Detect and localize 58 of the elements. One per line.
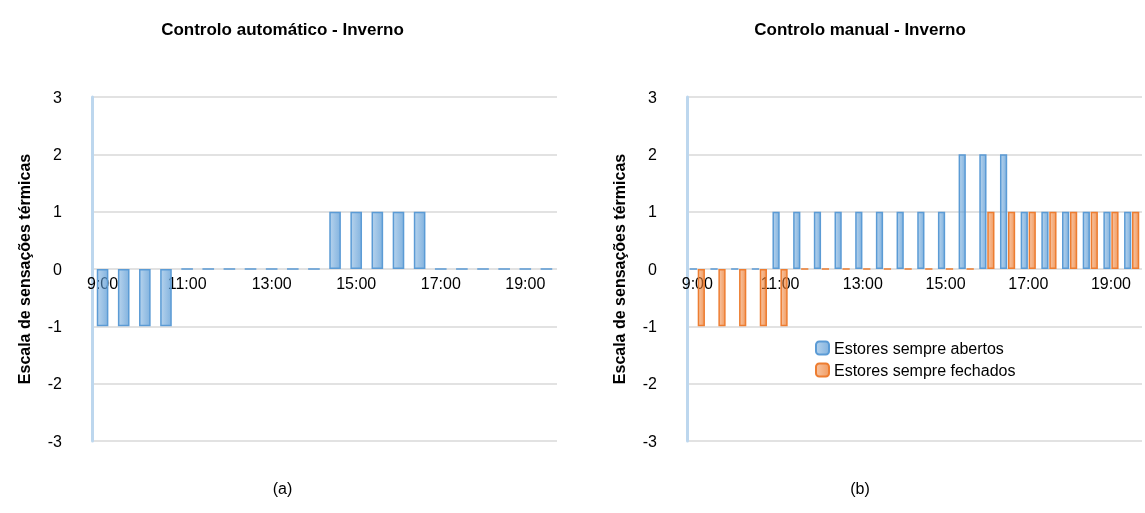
y-tick-label: -1 bbox=[642, 317, 658, 335]
y-tick-label: 2 bbox=[648, 145, 658, 163]
y-axis-title: Escala de sensações térmicas bbox=[610, 153, 628, 385]
text: (a) bbox=[272, 479, 293, 497]
x-tick-label: 19:00 bbox=[1090, 274, 1132, 292]
bar bbox=[917, 211, 925, 269]
bar bbox=[1041, 211, 1049, 269]
bar bbox=[813, 211, 822, 269]
y-tick-label: 0 bbox=[648, 260, 658, 278]
x-tick-label: 19:00 bbox=[505, 274, 546, 292]
bar bbox=[999, 154, 1008, 269]
bar bbox=[1020, 211, 1028, 269]
bar bbox=[875, 211, 884, 269]
bar bbox=[834, 211, 842, 269]
bar bbox=[958, 154, 966, 269]
y-tick-label: 1 bbox=[53, 203, 63, 221]
text: (b) bbox=[850, 479, 870, 497]
x-tick-label: 17:00 bbox=[1008, 274, 1049, 292]
y-tick-label: -3 bbox=[47, 432, 63, 450]
bar bbox=[1007, 211, 1016, 269]
legend-label: Estores sempre abertos bbox=[834, 339, 1004, 357]
bar bbox=[793, 211, 801, 269]
bar bbox=[739, 269, 747, 327]
bar bbox=[1069, 211, 1078, 269]
bar bbox=[979, 154, 987, 269]
bar bbox=[1111, 211, 1119, 269]
chart-title: Controlo manual - Inverno bbox=[754, 20, 966, 39]
bar bbox=[855, 211, 863, 269]
x-tick-label: 15:00 bbox=[925, 274, 966, 292]
y-axis-title: Escala de sensações térmicas bbox=[15, 153, 33, 385]
bar bbox=[772, 211, 780, 269]
y-tick-label: 0 bbox=[53, 260, 63, 278]
y-tick-label: 2 bbox=[53, 145, 63, 163]
chart-title: Controlo automático - Inverno bbox=[161, 20, 404, 39]
y-tick-label: -2 bbox=[642, 375, 658, 393]
bar bbox=[1132, 211, 1140, 269]
bar bbox=[896, 211, 904, 269]
x-tick-label: 13:00 bbox=[842, 274, 883, 292]
y-tick-label: 3 bbox=[648, 88, 658, 106]
x-tick-label: 13:00 bbox=[251, 274, 292, 292]
bar bbox=[1124, 211, 1132, 269]
bar bbox=[1062, 211, 1070, 269]
x-tick-label: 17:00 bbox=[420, 274, 461, 292]
y-tick-label: 3 bbox=[53, 88, 63, 106]
bar bbox=[1049, 211, 1057, 269]
bar bbox=[937, 211, 946, 269]
y-tick-label: -2 bbox=[47, 375, 63, 393]
bar bbox=[718, 269, 726, 327]
bar bbox=[1103, 211, 1111, 269]
x-tick-label: 15:00 bbox=[336, 274, 377, 292]
bar bbox=[1082, 211, 1090, 269]
y-tick-label: -1 bbox=[47, 317, 63, 335]
legend-label: Estores sempre fechados bbox=[834, 361, 1016, 379]
bar bbox=[987, 211, 995, 269]
y-tick-label: -3 bbox=[642, 432, 658, 450]
bar bbox=[1090, 211, 1098, 269]
bar bbox=[1028, 211, 1036, 269]
y-tick-label: 1 bbox=[648, 203, 658, 221]
